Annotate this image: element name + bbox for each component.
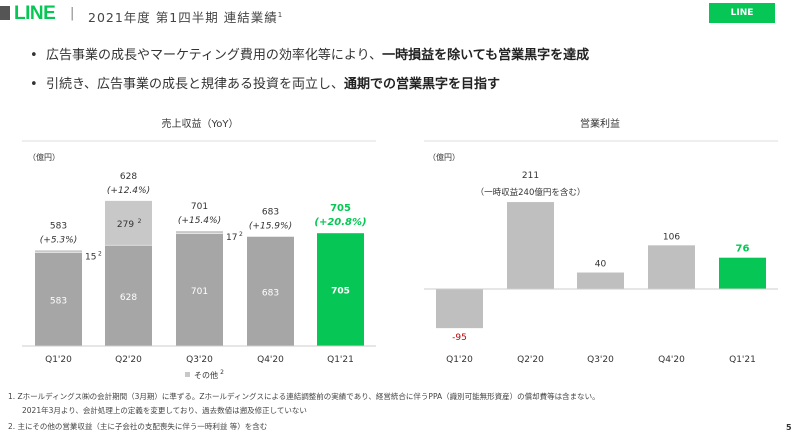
- revenue-total-label: 583: [50, 221, 67, 231]
- page-number: 5: [786, 423, 792, 432]
- page-title: 2021年度 第1四半期 連結業績1: [88, 7, 283, 26]
- footnote-mark: 2: [239, 231, 243, 238]
- revenue-bar: [35, 252, 82, 346]
- bullet-bold-text: 一時損益を除いても営業黒字を達成: [382, 48, 590, 63]
- revenue-bar-value: 683: [262, 288, 279, 298]
- profit-bar: [507, 202, 554, 289]
- profit-value-label: 211: [522, 171, 539, 181]
- profit-unit-label: （億円）: [428, 152, 460, 162]
- revenue-bar-value: 628: [120, 293, 137, 303]
- bullet-text: 広告事業の成長やマーケティング費用の効率化等により、: [45, 48, 383, 63]
- profit-bar: [577, 272, 624, 289]
- revenue-total-label: 628: [120, 172, 137, 182]
- footnote-mark: 2: [138, 218, 142, 225]
- profit-x-tick: Q1'21: [729, 355, 756, 365]
- revenue-other-bar: [35, 250, 82, 253]
- profit-bar: [436, 289, 483, 329]
- revenue-yoy-label: (+15.9%): [249, 222, 292, 232]
- revenue-x-tick: Q2'20: [115, 355, 142, 365]
- revenue-bar: [317, 233, 364, 346]
- revenue-other-bar: [176, 231, 223, 234]
- line-badge: LINE: [709, 3, 775, 23]
- legend-label-other: その他: [194, 370, 218, 380]
- bullet-text: 引続き、広告事業の成長と規律ある投資を両立し、: [45, 77, 345, 92]
- profit-value-label: 106: [663, 232, 680, 242]
- revenue-yoy-label: (+5.3%): [40, 235, 77, 245]
- profit-annotation: （一時収益240億円を含む）: [476, 187, 586, 198]
- revenue-yoy-label: (+12.4%): [107, 186, 150, 196]
- revenue-total-label: 683: [262, 208, 279, 218]
- revenue-other-label: 15: [85, 252, 96, 262]
- revenue-bar-value: 701: [191, 287, 208, 297]
- revenue-x-tick: Q1'20: [45, 355, 72, 365]
- revenue-yoy-label: (+15.4%): [178, 216, 221, 226]
- revenue-x-tick: Q1'21: [327, 355, 354, 365]
- revenue-bar: [247, 236, 294, 346]
- profit-x-tick: Q1'20: [446, 355, 473, 365]
- title-separator: |: [70, 6, 75, 21]
- title-footnote-mark: 1: [277, 10, 284, 19]
- revenue-chart-title: 売上収益（YoY）: [161, 117, 238, 130]
- bullet-bold-text: 通期での営業黒字を目指す: [344, 77, 501, 92]
- revenue-bar-value: 583: [50, 296, 67, 306]
- profit-bar: [648, 245, 695, 289]
- legend-swatch-other: [185, 372, 190, 377]
- profit-value-label: 40: [595, 260, 607, 270]
- revenue-bar: [176, 233, 223, 346]
- line-logo: LINE: [14, 3, 56, 24]
- revenue-other-bar: [105, 200, 152, 245]
- revenue-bar-value: 705: [331, 287, 350, 297]
- revenue-total-label: 701: [191, 202, 208, 212]
- footnote-mark: 2: [220, 369, 224, 376]
- footnote-mark: 2: [98, 250, 102, 257]
- title-text: 2021年度 第1四半期 連結業績: [88, 10, 278, 25]
- bullet-1: • 広告事業の成長やマーケティング費用の効率化等により、一時損益を除いても営業黒…: [30, 48, 590, 63]
- profit-x-tick: Q2'20: [517, 355, 544, 365]
- footnote-2: 2. 主にその他の営業収益（主に子会社の支配喪失に伴う一時利益 等）を含む: [8, 422, 268, 431]
- revenue-total-label: 705: [330, 203, 351, 214]
- revenue-x-tick: Q3'20: [186, 355, 213, 365]
- profit-x-tick: Q4'20: [658, 355, 685, 365]
- revenue-other-label: 17: [226, 233, 237, 243]
- revenue-x-tick: Q4'20: [257, 355, 284, 365]
- brand-mark: [0, 6, 10, 20]
- profit-x-tick: Q3'20: [587, 355, 614, 365]
- footnote-1: 1. Zホールディングス㈱の会計期間（3月期）に準ずる。Zホールディングスによる…: [8, 392, 600, 401]
- footnote-1-cont: 2021年3月より、会計処理上の定義を変更しており、過去数値は遡及修正していない: [22, 406, 307, 415]
- revenue-unit-label: （億円）: [28, 152, 60, 162]
- profit-bar: [719, 257, 766, 289]
- revenue-yoy-label: (+20.8%): [314, 217, 366, 228]
- revenue-bar: [105, 245, 152, 346]
- profit-chart-title: 営業利益: [580, 117, 620, 130]
- profit-value-label: -95: [452, 333, 467, 343]
- profit-value-label: 76: [736, 244, 750, 255]
- bullet-2: • 引続き、広告事業の成長と規律ある投資を両立し、通期での営業黒字を目指す: [30, 77, 501, 92]
- revenue-other-label: 279: [117, 220, 134, 230]
